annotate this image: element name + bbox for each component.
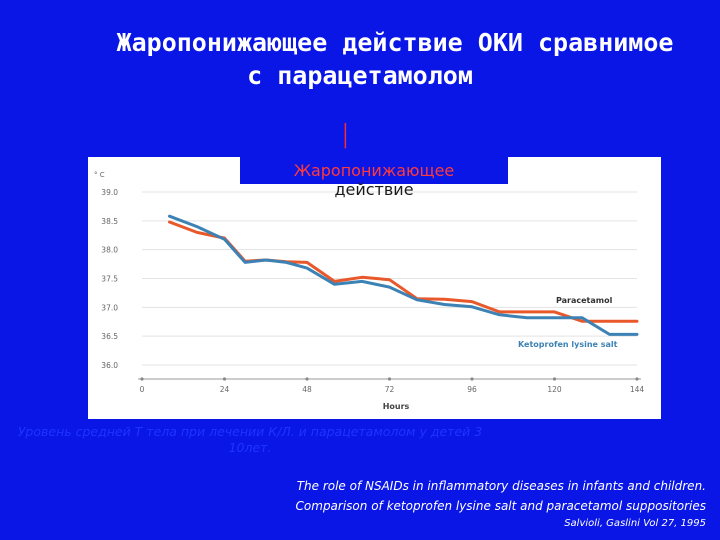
callout-box — [240, 157, 508, 184]
x-tick-label: 24 — [220, 385, 230, 394]
figure-caption: Уровень средней Т тела при лечении К/Л. … — [17, 424, 483, 455]
x-tick-label: 0 — [140, 385, 145, 394]
title-line-2: с парацетамолом — [247, 61, 473, 90]
x-tick-mark — [635, 377, 639, 381]
callout-line-2: действие — [334, 180, 414, 199]
x-tick-label: 72 — [385, 385, 395, 394]
x-tick-mark — [387, 377, 392, 381]
x-tick-label: 120 — [547, 385, 562, 394]
callout-line-1: Жаропонижающее — [293, 161, 455, 180]
temperature-chart: 39.0 38.5 38.0 37.5 37.0 36.5 36.0 ° C 0 24 48 72 96… — [94, 171, 645, 411]
x-tick-mark — [470, 377, 474, 381]
x-tick-mark — [140, 377, 144, 381]
x-tick-mark — [305, 377, 309, 381]
y-tick-label: 36.5 — [101, 332, 118, 341]
y-tick-label: 38.5 — [101, 217, 118, 226]
y-tick-label: 36.0 — [101, 361, 118, 370]
x-tick-mark — [552, 377, 557, 381]
slide-title: Жаропонижающее действие ОКИ сравнимое с … — [0, 26, 720, 92]
reference-line-1: The role of NSAIDs in inflammatory disea… — [296, 479, 706, 493]
title-line-1: Жаропонижающее действие ОКИ сравнимое — [116, 28, 674, 57]
callout-text: Жаропонижающее действие — [240, 161, 508, 199]
y-tick-label: 38.0 — [101, 246, 118, 255]
reference-line-2: Comparison of ketoprofen lysine salt and… — [295, 499, 706, 513]
reference-line-3: Salvioli, Gaslini Vol 27, 1995 — [564, 518, 706, 529]
y-tick-label: 37.0 — [101, 303, 118, 312]
ketoprofen-line — [168, 214, 639, 336]
y-tick-label: 37.5 — [101, 275, 118, 284]
red-marker-glyphs: | | — [343, 122, 348, 149]
paracetamol-line — [168, 220, 639, 323]
x-axis-label: Hours — [383, 402, 410, 411]
legend-paracetamol-label: Paracetamol — [556, 296, 613, 305]
chart-panel: 39.0 38.5 38.0 37.5 37.0 36.5 36.0 ° C 0 24 48 72 96… — [88, 157, 661, 419]
x-tick-label: 96 — [467, 385, 477, 394]
y-axis-label: ° C — [94, 171, 105, 179]
legend-ketoprofen-label: Ketoprofen lysine salt — [518, 340, 618, 349]
reference-citation: The role of NSAIDs in inflammatory disea… — [246, 476, 706, 532]
x-tick-mark — [222, 377, 227, 381]
x-tick-label: 144 — [630, 385, 645, 394]
x-tick-label: 48 — [302, 385, 312, 394]
y-tick-label: 39.0 — [101, 188, 118, 197]
